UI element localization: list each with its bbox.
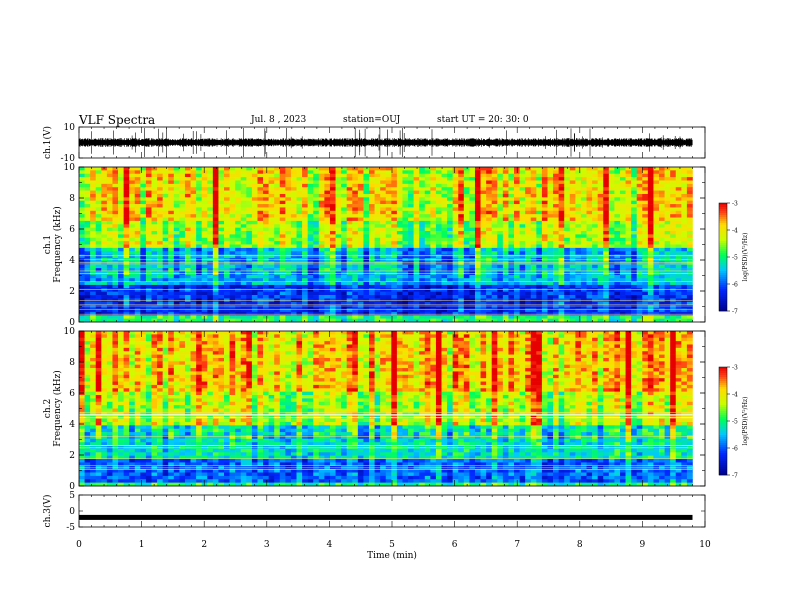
- ch1-spectrogram-panel: 0 2 4 6 8 10 ch.1 Frequency (kHz): [43, 163, 706, 328]
- colorbar-tick-label: -5: [732, 419, 738, 426]
- y-axis-label-channel: ch.1: [43, 235, 53, 254]
- y-tick-label: 0: [69, 318, 75, 328]
- colorbar-tick-label: -4: [732, 228, 738, 235]
- ch1-waveform-trace: [78, 138, 693, 147]
- x-tick-label: 9: [640, 540, 646, 550]
- colorbar-tick-label: -5: [732, 255, 738, 262]
- y-tick-label: 10: [64, 123, 76, 133]
- start-time-label: start UT = 20: 30: 0: [437, 115, 529, 125]
- ch2-colorbar: -3 -4 -5 -6 -7 log(PSD)(V²/Hz): [718, 365, 749, 480]
- axes-and-ticks: 0 1 2 3 4 5 6 7 8 9 10 Time (min): [76, 127, 711, 561]
- y-tick-label: 6: [69, 389, 75, 399]
- y-tick-label: 0: [69, 507, 75, 517]
- y-tick-label: 5: [69, 491, 75, 501]
- y-axis-label-channel: ch.2: [43, 399, 53, 418]
- x-tick-label: 1: [139, 540, 145, 550]
- y-tick-label: 6: [69, 225, 75, 235]
- y-axis-label: Frequency (kHz): [52, 206, 63, 283]
- x-tick-label: 2: [201, 540, 207, 550]
- y-tick-label: 2: [69, 287, 75, 297]
- x-axis-label: Time (min): [367, 550, 417, 561]
- ch1-waveform-spikes: [91, 128, 681, 157]
- colorbar-label: log(PSD)(V²/Hz): [742, 233, 749, 282]
- y-tick-label: 0: [69, 482, 75, 492]
- y-tick-label: 8: [69, 194, 75, 204]
- colorbar-tick-label: -6: [732, 446, 738, 453]
- station-label: station=OUJ: [343, 115, 401, 125]
- y-tick-label: 10: [64, 327, 76, 337]
- colorbar-tick-label: -7: [732, 309, 738, 316]
- x-tick-label: 8: [577, 540, 583, 550]
- x-tick-label: 0: [76, 540, 82, 550]
- y-tick-label: 10: [64, 163, 76, 173]
- ch2-spectrogram-panel: 0 2 4 6 8 10 ch.2 Frequency (kHz): [43, 327, 706, 492]
- y-tick-label: -5: [66, 523, 75, 533]
- colorbar-tick-label: -4: [732, 392, 738, 399]
- y-axis-label: ch.1(V): [42, 126, 53, 159]
- x-tick-label: 6: [452, 540, 458, 550]
- chart-title: VLF Spectra: [79, 113, 156, 127]
- y-axis-label: Frequency (kHz): [52, 370, 63, 447]
- x-tick-label: 10: [699, 540, 711, 550]
- x-tick-label: 3: [264, 540, 270, 550]
- colorbar-label: log(PSD)(V²/Hz): [742, 397, 749, 446]
- x-tick-label: 4: [327, 540, 333, 550]
- y-tick-label: 4: [69, 420, 75, 430]
- date-label: Jul. 8 , 2023: [251, 115, 307, 125]
- y-tick-label: 2: [69, 451, 75, 461]
- y-tick-label: -10: [61, 154, 76, 164]
- x-tick-label: 7: [514, 540, 520, 550]
- colorbar-tick-label: -3: [732, 201, 738, 208]
- y-axis-label: ch.3(V): [42, 495, 53, 528]
- colorbar-tick-label: -3: [732, 365, 738, 372]
- colorbar-tick-label: -7: [732, 473, 738, 480]
- ch3-waveform-trace: [79, 514, 693, 520]
- ch1-colorbar: -3 -4 -5 -6 -7 log(PSD)(V²/Hz): [718, 201, 749, 316]
- x-tick-label: 5: [389, 540, 395, 550]
- y-tick-label: 4: [69, 256, 75, 266]
- y-tick-label: 8: [69, 358, 75, 368]
- colorbar-tick-label: -6: [732, 282, 738, 289]
